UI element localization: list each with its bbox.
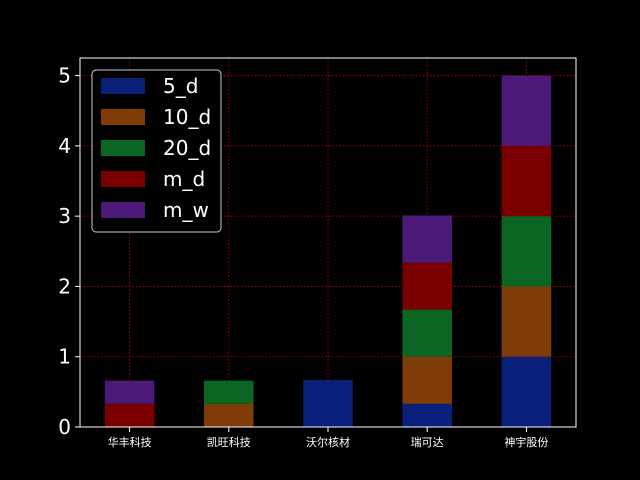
y-tick-label: 4 — [58, 134, 71, 158]
legend-swatch-20_d — [101, 140, 145, 156]
legend-label: 5_d — [163, 74, 198, 98]
legend: 5_d 10_d 20_d m_d m_w — [91, 69, 222, 233]
bar-segment-20_d — [402, 309, 452, 357]
legend-swatch-m_d — [101, 171, 145, 187]
bar-segment-5_d — [402, 403, 452, 427]
bar-segment-m_d — [402, 262, 452, 310]
bar-segment-m_w — [501, 75, 552, 146]
bar-group — [104, 75, 552, 427]
bar-segment-5_d — [501, 356, 552, 427]
bar-segment-10_d — [501, 286, 552, 357]
x-tick-label: 神宇股份 — [504, 435, 548, 449]
x-tick-label: 瑞可达 — [411, 435, 444, 449]
bar-segment-m_w — [104, 380, 155, 404]
legend-swatch-10_d — [101, 109, 145, 125]
bar-segment-m_d — [104, 403, 155, 427]
bar-segment-10_d — [402, 356, 452, 404]
y-tick-label: 2 — [58, 274, 71, 298]
x-tick-label: 凯旺科技 — [207, 435, 251, 449]
y-tick-label: 3 — [58, 204, 71, 228]
x-tick-label: 沃尔核材 — [306, 435, 350, 449]
y-axis-ticks: 0 1 2 3 4 5 — [58, 64, 80, 439]
legend-label: m_w — [163, 198, 209, 222]
bar-segment-m_w — [402, 215, 452, 263]
bar-segment-20_d — [204, 380, 254, 404]
bar-segment-20_d — [501, 216, 552, 287]
y-tick-label: 5 — [58, 64, 71, 88]
y-tick-label: 1 — [58, 345, 71, 369]
legend-swatch-m_w — [101, 202, 145, 218]
y-tick-label: 0 — [58, 415, 71, 439]
bar-segment-10_d — [204, 403, 254, 427]
legend-swatch-5_d — [101, 78, 145, 94]
legend-label: 20_d — [163, 136, 211, 160]
bar-segment-m_d — [501, 145, 552, 217]
x-tick-label: 华丰科技 — [108, 435, 152, 449]
legend-label: 10_d — [163, 105, 211, 129]
x-axis-ticks: 华丰科技 凯旺科技 沃尔核材 瑞可达 神宇股份 — [108, 427, 548, 449]
bar-segment-5_d — [303, 379, 353, 427]
legend-label: m_d — [163, 167, 205, 191]
